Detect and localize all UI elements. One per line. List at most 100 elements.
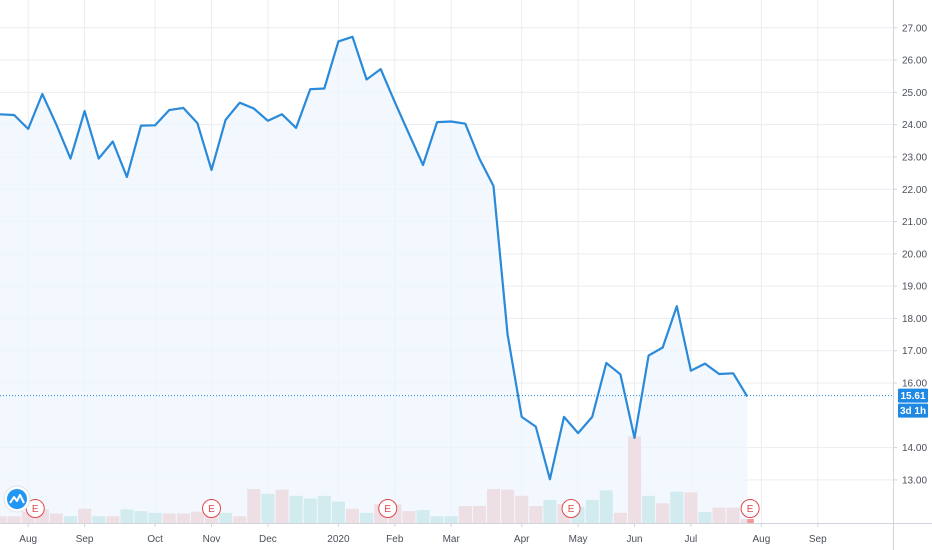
tradingview-logo-icon[interactable] <box>3 485 31 513</box>
price-point <box>436 121 438 123</box>
price-point <box>647 354 649 356</box>
y-tick-label: 21.00 <box>902 217 927 228</box>
price-point <box>27 128 29 130</box>
countdown-label: 3d 1h <box>900 406 926 417</box>
price-point <box>126 176 128 178</box>
x-tick-label: Apr <box>514 534 530 545</box>
price-point <box>69 157 71 159</box>
price-point <box>351 36 353 38</box>
y-tick-label: 26.00 <box>902 56 927 67</box>
price-point <box>267 120 269 122</box>
y-tick-label: 13.00 <box>902 475 927 486</box>
price-point <box>98 157 100 159</box>
price-point <box>492 185 494 187</box>
price-area-fill <box>0 36 748 524</box>
price-point <box>450 120 452 122</box>
x-tick-label: Aug <box>19 534 37 545</box>
price-point <box>112 140 114 142</box>
price-point <box>55 123 57 125</box>
price-point <box>408 133 410 135</box>
x-tick-label: Jul <box>685 534 698 545</box>
y-tick-label: 23.00 <box>902 152 927 163</box>
last-price-badge[interactable] <box>898 388 928 403</box>
price-point <box>168 109 170 111</box>
x-tick-label: Mar <box>443 534 461 545</box>
x-tick-label: Sep <box>809 534 827 545</box>
earnings-marker[interactable] <box>202 499 221 518</box>
y-tick-label: 22.00 <box>902 185 927 196</box>
price-point <box>676 305 678 307</box>
y-tick-label: 18.00 <box>902 314 927 325</box>
x-tick-label: Nov <box>203 534 221 545</box>
price-point <box>662 346 664 348</box>
price-point <box>309 88 311 90</box>
earnings-marker-label: E <box>568 504 575 515</box>
last-price-label: 15.61 <box>900 391 925 402</box>
price-area <box>0 36 748 524</box>
y-tick-label: 19.00 <box>902 282 927 293</box>
x-tick-label: Oct <box>147 534 163 545</box>
price-point <box>154 124 156 126</box>
earnings-marker[interactable] <box>378 499 398 518</box>
price-point <box>394 101 396 103</box>
price-point <box>591 416 593 418</box>
y-tick-label: 25.00 <box>902 88 927 99</box>
price-point <box>380 68 382 70</box>
y-tick-label: 14.00 <box>902 443 927 454</box>
price-point <box>535 425 537 427</box>
price-point <box>605 362 607 364</box>
x-tick-label: 2020 <box>327 534 350 545</box>
countdown-badge[interactable] <box>898 403 928 418</box>
price-point <box>704 362 706 364</box>
price-point <box>732 372 734 374</box>
y-tick-label: 20.00 <box>902 249 927 260</box>
earnings-marker-label: E <box>208 504 215 515</box>
x-tick-label: Dec <box>259 534 277 545</box>
price-point <box>718 373 720 375</box>
x-tick-label: Feb <box>386 534 404 545</box>
earnings-marker-label: E <box>747 504 754 515</box>
price-point <box>464 123 466 125</box>
price-point <box>13 114 15 116</box>
price-series-line <box>0 35 749 481</box>
price-point <box>633 437 635 439</box>
price-point <box>619 373 621 375</box>
price-line <box>0 35 749 481</box>
price-point <box>281 113 283 115</box>
price-point <box>506 333 508 335</box>
y-tick-label: 27.00 <box>902 23 927 34</box>
price-point <box>323 87 325 89</box>
time-scale-bg <box>0 523 932 550</box>
earnings-marker-label: E <box>32 504 39 515</box>
earnings-marker-label: E <box>384 504 391 515</box>
price-point <box>253 107 255 109</box>
price-scale-bg <box>893 0 932 550</box>
price-point <box>140 124 142 126</box>
price-point <box>196 122 198 124</box>
x-tick-label: May <box>569 534 588 545</box>
price-point <box>41 93 43 95</box>
x-tick-label: Jun <box>626 534 642 545</box>
earnings-marker[interactable] <box>561 499 581 518</box>
price-point <box>478 157 480 159</box>
y-tick-label: 17.00 <box>902 346 927 357</box>
x-tick-label: Aug <box>753 534 771 545</box>
y-tick-label: 16.00 <box>902 379 927 390</box>
price-point <box>239 102 241 104</box>
price-point <box>210 169 212 171</box>
y-tick-label: 24.00 <box>902 120 927 131</box>
price-point <box>295 127 297 129</box>
last-price-line: 15.61 3d 1h <box>0 388 928 418</box>
price-point <box>690 370 692 372</box>
price-point <box>224 119 226 121</box>
price-point <box>549 478 551 480</box>
price-point <box>422 164 424 166</box>
price-point <box>577 432 579 434</box>
price-point <box>365 78 367 80</box>
price-point <box>521 416 523 418</box>
x-tick-label: Sep <box>76 534 94 545</box>
earnings-marker[interactable] <box>740 499 760 518</box>
